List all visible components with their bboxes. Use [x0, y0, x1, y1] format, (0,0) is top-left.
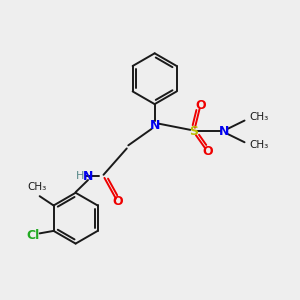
Text: N: N — [219, 125, 230, 138]
Text: O: O — [112, 195, 123, 208]
Text: CH₃: CH₃ — [250, 112, 269, 122]
Text: S: S — [189, 125, 198, 138]
Text: H: H — [76, 171, 85, 181]
Text: N: N — [83, 170, 93, 183]
Text: O: O — [196, 99, 206, 112]
Text: CH₃: CH₃ — [250, 140, 269, 150]
Text: O: O — [202, 145, 213, 158]
Text: Cl: Cl — [27, 229, 40, 242]
Text: CH₃: CH₃ — [27, 182, 46, 192]
Text: N: N — [149, 119, 160, 132]
